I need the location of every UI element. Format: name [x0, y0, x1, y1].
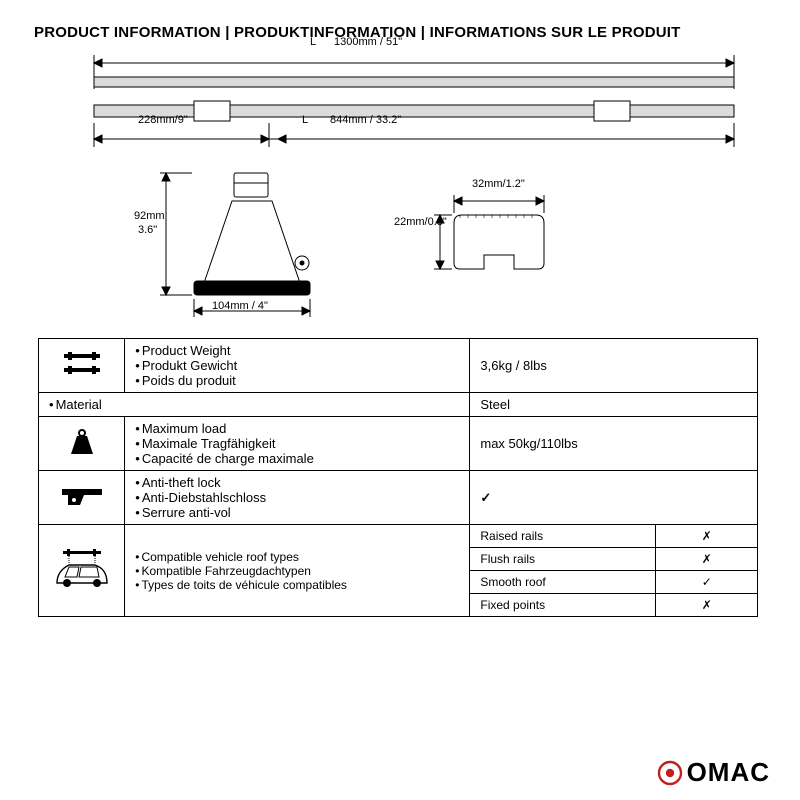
- roof-row-3-name: Fixed points: [470, 594, 656, 617]
- dim-top: 1300mm / 51": [334, 36, 402, 48]
- weight-label-en: Product Weight: [135, 343, 459, 358]
- roof-row-1-val: ✗: [656, 548, 758, 571]
- roof-row-1-name: Flush rails: [470, 548, 656, 571]
- technical-drawing: [34, 45, 766, 329]
- roof-label-de: Kompatible Fahrzeugdachtypen: [135, 564, 459, 578]
- brand-logo: OMAC: [657, 757, 770, 788]
- dim-prof-w: 32mm/1.2": [472, 178, 525, 190]
- roof-row-0-val: ✗: [656, 525, 758, 548]
- roof-row-2-name: Smooth roof: [470, 571, 656, 594]
- dim-sub-right: 844mm / 33.2": [330, 114, 401, 126]
- load-label-de: Maximale Tragfähigkeit: [135, 436, 459, 451]
- dim-sub-left: 228mm/9": [138, 114, 188, 126]
- row-roof: Compatible vehicle roof types Kompatible…: [39, 525, 758, 548]
- lock-label-de: Anti-Diebstahlschloss: [135, 490, 459, 505]
- material-value: Steel: [470, 393, 758, 417]
- load-label-fr: Capacité de charge maximale: [135, 451, 459, 466]
- row-maxload: Maximum load Maximale Tragfähigkeit Capa…: [39, 417, 758, 471]
- load-value: max 50kg/110lbs: [470, 417, 758, 471]
- roof-label-en: Compatible vehicle roof types: [135, 550, 459, 564]
- roof-row-3-val: ✗: [656, 594, 758, 617]
- load-label-en: Maximum load: [135, 421, 459, 436]
- weight-label-de: Produkt Gewicht: [135, 358, 459, 373]
- roof-row-0-name: Raised rails: [470, 525, 656, 548]
- logo-text: OMAC: [687, 757, 770, 788]
- car-roof-icon: [55, 549, 109, 589]
- target-icon: [657, 760, 683, 786]
- bars-icon: [62, 350, 102, 378]
- lock-check: ✓: [470, 471, 758, 525]
- lock-icon: [62, 483, 102, 509]
- material-label: Material: [49, 397, 459, 412]
- dim-foot-h1: 92mm: [134, 210, 165, 222]
- row-material: Material Steel: [39, 393, 758, 417]
- roof-row-2-val: ✓: [656, 571, 758, 594]
- dim-prof-h: 22mm/0.8": [394, 216, 447, 228]
- dim-foot-h2: 3.6": [138, 224, 157, 236]
- lock-label-en: Anti-theft lock: [135, 475, 459, 490]
- dim-top-prefix: L: [310, 36, 316, 48]
- weight-icon: [67, 428, 97, 456]
- lock-label-fr: Serrure anti-vol: [135, 505, 459, 520]
- spec-table: Product Weight Produkt Gewicht Poids du …: [38, 338, 758, 617]
- row-lock: Anti-theft lock Anti-Diebstahlschloss Se…: [39, 471, 758, 525]
- row-weight: Product Weight Produkt Gewicht Poids du …: [39, 339, 758, 393]
- weight-label-fr: Poids du produit: [135, 373, 459, 388]
- dim-sub-right-prefix: L: [302, 114, 308, 126]
- dim-foot-w: 104mm / 4": [212, 300, 268, 312]
- weight-value: 3,6kg / 8lbs: [470, 339, 758, 393]
- roof-label-fr: Types de toits de véhicule compatibles: [135, 578, 459, 592]
